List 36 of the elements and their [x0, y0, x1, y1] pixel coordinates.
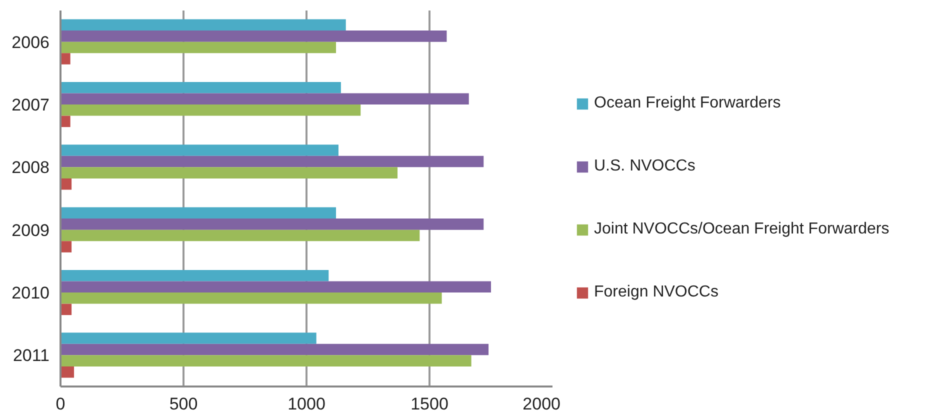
bar [60, 270, 329, 282]
bar [60, 167, 398, 178]
y-tick-label: 2011 [12, 346, 50, 366]
bar [60, 332, 316, 344]
y-tick-label: 2009 [12, 220, 50, 240]
bar [60, 53, 70, 64]
x-tick-label: 500 [169, 394, 198, 412]
x-tick-label: 1000 [288, 394, 326, 412]
y-tick-label: 2006 [12, 32, 50, 52]
bar [60, 281, 491, 292]
bar [60, 292, 442, 304]
bar [60, 230, 420, 242]
bar [60, 104, 361, 116]
bar [60, 42, 336, 54]
y-tick-label: 2007 [12, 96, 50, 114]
legend-label: Joint NVOCCs/Ocean Freight Forwarders [594, 220, 890, 238]
y-tick-label: 2008 [12, 158, 50, 178]
bar [60, 207, 336, 219]
bar [60, 82, 341, 94]
legend-label: Ocean Freight Forwarders [594, 94, 781, 112]
bar [60, 93, 469, 104]
bar [60, 366, 74, 378]
bar [60, 144, 338, 156]
bar [60, 344, 489, 356]
bar [60, 156, 484, 168]
bar [60, 218, 484, 230]
bar [60, 30, 447, 42]
legend-label: U.S. NVOCCs [594, 158, 696, 176]
y-tick-label: 2010 [12, 284, 50, 302]
x-tick-label: 2000 [522, 394, 561, 412]
bar [60, 241, 72, 252]
x-tick-label: 0 [56, 394, 66, 412]
bar [60, 355, 472, 366]
legend-label: Foreign NVOCCs [594, 284, 718, 302]
bar [60, 19, 346, 31]
x-tick-label: 1500 [410, 394, 448, 412]
